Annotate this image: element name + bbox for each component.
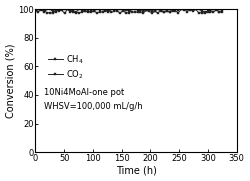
Y-axis label: Conversion (%): Conversion (%) (6, 43, 16, 118)
CH$_4$ (200, 11, 203, 14)
CO$_2$ (136, 11, 139, 13)
CH$_4$ (66, 8, 69, 10)
CH$_4$ (95, 12, 98, 14)
CO$_2$ (54, 11, 58, 13)
CH$_4$ (63, 12, 66, 14)
CO$_2$ (200, 10, 203, 12)
Line: CH$_4$: CH$_4$ (34, 8, 224, 14)
CO$_2$ (40, 8, 43, 10)
CO$_2$ (118, 8, 122, 10)
CO$_2$ (215, 8, 218, 10)
Text: WHSV=100,000 mL/g/h: WHSV=100,000 mL/g/h (44, 102, 142, 111)
CH$_4$ (215, 9, 218, 11)
CH$_4$ (221, 11, 224, 13)
CH$_4$ (118, 12, 122, 14)
X-axis label: Time (h): Time (h) (116, 165, 156, 175)
CH$_4$ (34, 11, 37, 13)
CO$_2$ (84, 10, 86, 12)
CH$_4$ (84, 10, 86, 12)
CH$_4$ (136, 9, 139, 11)
Legend: CH$_4$, CO$_2$: CH$_4$, CO$_2$ (48, 53, 84, 81)
CO$_2$ (221, 9, 224, 11)
CO$_2$ (95, 8, 98, 10)
Line: CO$_2$: CO$_2$ (34, 8, 224, 14)
CO$_2$ (34, 9, 37, 11)
Text: 10Ni4MoAl-one pot: 10Ni4MoAl-one pot (44, 88, 124, 97)
